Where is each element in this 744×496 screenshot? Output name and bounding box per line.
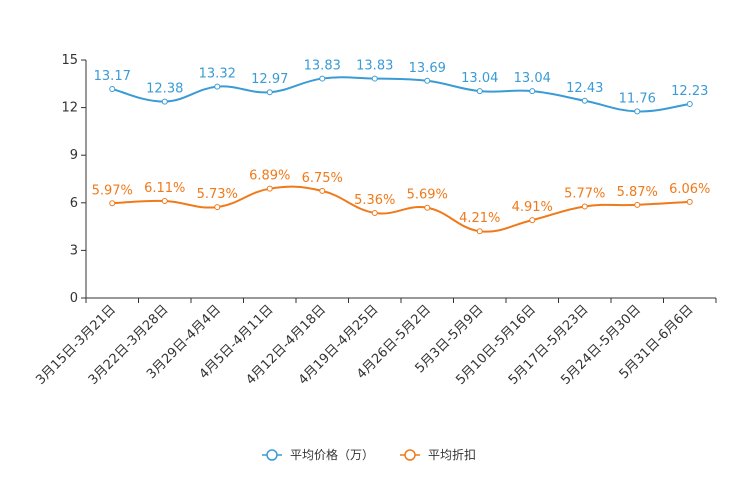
data-point[interactable]	[109, 200, 116, 207]
data-label: 5.77%	[564, 186, 605, 201]
x-axis-ticks: 3月15日-3月21日3月22日-3月28日3月29日-4月4日4月5日-4月1…	[33, 298, 717, 388]
data-label: 5.73%	[197, 187, 238, 202]
data-point[interactable]	[319, 187, 326, 194]
legend-item-price[interactable]: 平均价格（万）	[262, 447, 374, 462]
data-label: 6.75%	[302, 171, 343, 186]
data-point[interactable]	[686, 100, 693, 107]
data-point[interactable]	[371, 75, 378, 82]
data-point[interactable]	[214, 204, 221, 211]
y-tick-label: 15	[61, 53, 78, 68]
legend-item-discount[interactable]: 平均折扣	[400, 447, 476, 462]
data-point[interactable]	[424, 204, 431, 211]
data-label: 5.87%	[617, 185, 658, 200]
data-label: 12.97	[251, 72, 288, 87]
data-label: 13.32	[199, 67, 236, 82]
data-point[interactable]	[529, 88, 536, 95]
data-point[interactable]	[161, 98, 168, 105]
data-point[interactable]	[476, 88, 483, 95]
data-label: 12.23	[671, 84, 708, 99]
data-point[interactable]	[476, 228, 483, 235]
series-line	[112, 76, 690, 113]
data-label: 13.04	[514, 71, 551, 86]
legend-price-label: 平均价格（万）	[290, 447, 374, 462]
data-point[interactable]	[266, 89, 273, 96]
data-point[interactable]	[266, 185, 273, 192]
data-point[interactable]	[581, 203, 588, 210]
data-label: 13.83	[304, 59, 341, 74]
data-label: 12.43	[566, 81, 603, 96]
data-point[interactable]	[424, 77, 431, 84]
y-tick-label: 6	[70, 196, 78, 211]
data-label: 13.69	[409, 61, 446, 76]
y-tick-label: 12	[61, 101, 78, 116]
data-point[interactable]	[581, 97, 588, 104]
data-point[interactable]	[319, 75, 326, 82]
data-label: 13.83	[356, 59, 393, 74]
data-point[interactable]	[371, 209, 378, 216]
data-label: 6.89%	[249, 169, 290, 184]
y-axis-ticks: 0 3 6 9 12 15	[61, 53, 86, 306]
data-point[interactable]	[109, 86, 116, 93]
legend: 平均价格（万） 平均折扣	[262, 447, 476, 462]
data-label: 5.69%	[407, 188, 448, 203]
series: 13.17 12.38 13.32 12.97 13.83 13.83 13.69 13.04…	[92, 59, 710, 235]
data-label: 13.04	[461, 71, 498, 86]
y-tick-label: 3	[70, 243, 78, 258]
data-label: 4.91%	[512, 200, 553, 215]
data-point[interactable]	[634, 108, 641, 115]
data-label: 5.36%	[354, 193, 395, 208]
data-point[interactable]	[214, 83, 221, 90]
data-label: 11.76	[619, 91, 656, 106]
data-label: 13.17	[94, 69, 131, 84]
legend-discount-marker	[404, 449, 416, 461]
data-point[interactable]	[686, 198, 693, 205]
data-label: 6.11%	[144, 181, 185, 196]
series-0: 13.17 12.38 13.32 12.97 13.83 13.83 13.69 13.04…	[94, 59, 708, 115]
data-point[interactable]	[634, 201, 641, 208]
series-line	[112, 185, 690, 233]
series-1: 5.97% 6.11% 5.73% 6.89% 6.75% 5.36% 5.69% 4.21%…	[92, 169, 710, 235]
y-tick-label: 9	[70, 148, 78, 163]
data-label: 5.97%	[92, 183, 133, 198]
data-label: 6.06%	[669, 182, 710, 197]
legend-discount-label: 平均折扣	[428, 447, 476, 462]
y-tick-label: 0	[70, 291, 78, 306]
data-point[interactable]	[161, 198, 168, 205]
data-label: 12.38	[146, 82, 183, 97]
legend-price-marker	[266, 449, 278, 461]
data-label: 4.21%	[459, 211, 500, 226]
data-point[interactable]	[529, 217, 536, 224]
